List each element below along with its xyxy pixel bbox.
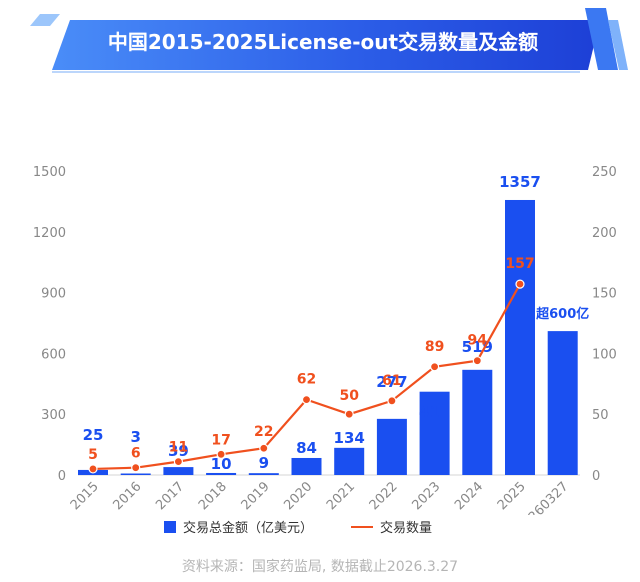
bar-2025 xyxy=(505,199,535,476)
bar-2023 xyxy=(419,391,450,475)
bar-2018 xyxy=(206,472,237,475)
chart-title: 中国2015-2025License-out交易数量及金额 xyxy=(107,30,539,54)
right-tick-label: 200 xyxy=(592,226,617,241)
left-tick-label: 600 xyxy=(41,347,66,362)
combo-chart: 0 300 600 900 1200 1500 0 50 100 150 200 250 25 3 39… xyxy=(33,165,617,515)
line-label-2023: 89 xyxy=(425,339,444,355)
bar-label-2015: 25 xyxy=(83,426,104,444)
line-point-2018 xyxy=(216,449,226,459)
line-point-2017 xyxy=(173,457,183,467)
bar-label-2021: 134 xyxy=(334,429,365,447)
line-point-2022 xyxy=(387,396,397,406)
title-banner xyxy=(30,8,628,73)
line-label-2015: 5 xyxy=(88,447,98,463)
x-tick-label-2016: 2016 xyxy=(111,479,145,513)
bar-label-2023: 411 xyxy=(419,403,450,421)
x-tick-label-2022: 2022 xyxy=(367,479,401,513)
legend-item-amount: 交易总金额（亿美元） xyxy=(164,517,313,536)
legend-line-swatch xyxy=(351,525,373,528)
bar-label-2018: 10 xyxy=(211,455,232,473)
bar-label-20260327: 超600亿 xyxy=(536,306,589,322)
left-tick-label: 300 xyxy=(41,408,66,423)
left-tick-label: 0 xyxy=(58,469,66,484)
line-label-2025: 157 xyxy=(505,256,534,272)
legend-item-count: 交易数量 xyxy=(351,517,432,536)
right-tick-label: 0 xyxy=(592,469,600,484)
line-point-2020 xyxy=(301,395,312,405)
line-point-2015 xyxy=(88,464,98,474)
x-axis-ticks: 2015 2016 2017 2018 2019 2020 2021 2022 2023 2024… xyxy=(68,479,572,515)
x-tick-label-2020: 2020 xyxy=(281,479,315,513)
x-tick-label-2024: 2024 xyxy=(452,479,486,513)
legend: 交易总金额（亿美元） 交易数量 xyxy=(0,517,640,539)
bar-2020 xyxy=(291,457,322,475)
line-label-2019: 22 xyxy=(254,424,273,440)
x-tick-label-2015: 2015 xyxy=(68,479,102,513)
bar-2016 xyxy=(120,473,151,475)
line-point-2024 xyxy=(472,356,482,366)
right-tick-label: 250 xyxy=(592,165,617,180)
bar-label-2022: 277 xyxy=(376,373,407,391)
banner-accent-right xyxy=(585,8,618,70)
banner-accent-right-2 xyxy=(608,20,628,70)
left-tick-label: 1200 xyxy=(33,226,66,241)
data-source-note: 资料来源：国家药监局, 数据截止2026.3.27 xyxy=(181,559,459,575)
line-label-2016: 6 xyxy=(131,446,141,462)
bar-20260327 xyxy=(547,331,578,475)
line-label-2022: 61 xyxy=(382,373,401,389)
left-y-axis: 0 300 600 900 1200 1500 xyxy=(33,165,66,484)
bar-label-2020: 84 xyxy=(296,439,317,457)
line-point-2019 xyxy=(259,443,269,453)
bar-series: 25 3 39 10 9 84 134 277 411 519 1357 超600亿 xyxy=(78,173,589,476)
bar-2022 xyxy=(376,418,407,475)
x-tick-label-2017: 2017 xyxy=(153,479,187,513)
line-point-2016 xyxy=(131,463,141,473)
x-tick-label-2025: 2025 xyxy=(495,479,529,513)
left-tick-label: 1500 xyxy=(33,165,66,180)
bar-label-2017: 39 xyxy=(168,442,189,460)
banner-accent-left xyxy=(30,14,60,26)
x-tick-label-2018: 2018 xyxy=(196,479,230,513)
legend-count-label: 交易数量 xyxy=(380,521,433,536)
right-y-axis: 0 50 100 150 200 250 xyxy=(592,165,617,484)
line-label-2024: 94 xyxy=(468,333,488,349)
right-tick-label: 100 xyxy=(592,347,617,362)
bar-label-2025: 1357 xyxy=(499,173,541,191)
x-tick-label-2023: 2023 xyxy=(409,479,443,513)
line-label-2020: 62 xyxy=(297,372,316,388)
line-point-2021 xyxy=(344,409,354,419)
bar-label-2024: 519 xyxy=(462,338,493,356)
x-tick-label-2021: 2021 xyxy=(324,479,358,513)
line-point-2023 xyxy=(430,362,440,372)
bar-label-2019: 9 xyxy=(259,454,269,472)
line-label-2018: 17 xyxy=(211,432,230,448)
bar-2021 xyxy=(334,447,365,475)
x-tick-label-2019: 2019 xyxy=(239,479,273,513)
bar-2024 xyxy=(462,369,493,475)
bar-2019 xyxy=(248,473,279,475)
legend-amount-label: 交易总金额（亿美元） xyxy=(183,521,314,536)
line-series: 5 6 11 17 22 62 50 61 89 94 157 xyxy=(88,256,535,474)
line-label-2017: 11 xyxy=(169,440,188,456)
legend-bar-swatch xyxy=(164,520,176,533)
banner-background xyxy=(52,20,600,70)
line-point-2025 xyxy=(515,279,525,289)
bar-2017 xyxy=(163,467,194,475)
right-tick-label: 50 xyxy=(592,408,609,423)
left-tick-label: 900 xyxy=(41,287,66,302)
line-label-2021: 50 xyxy=(339,388,359,404)
bar-label-2016: 3 xyxy=(130,428,140,446)
right-tick-label: 150 xyxy=(592,287,617,302)
